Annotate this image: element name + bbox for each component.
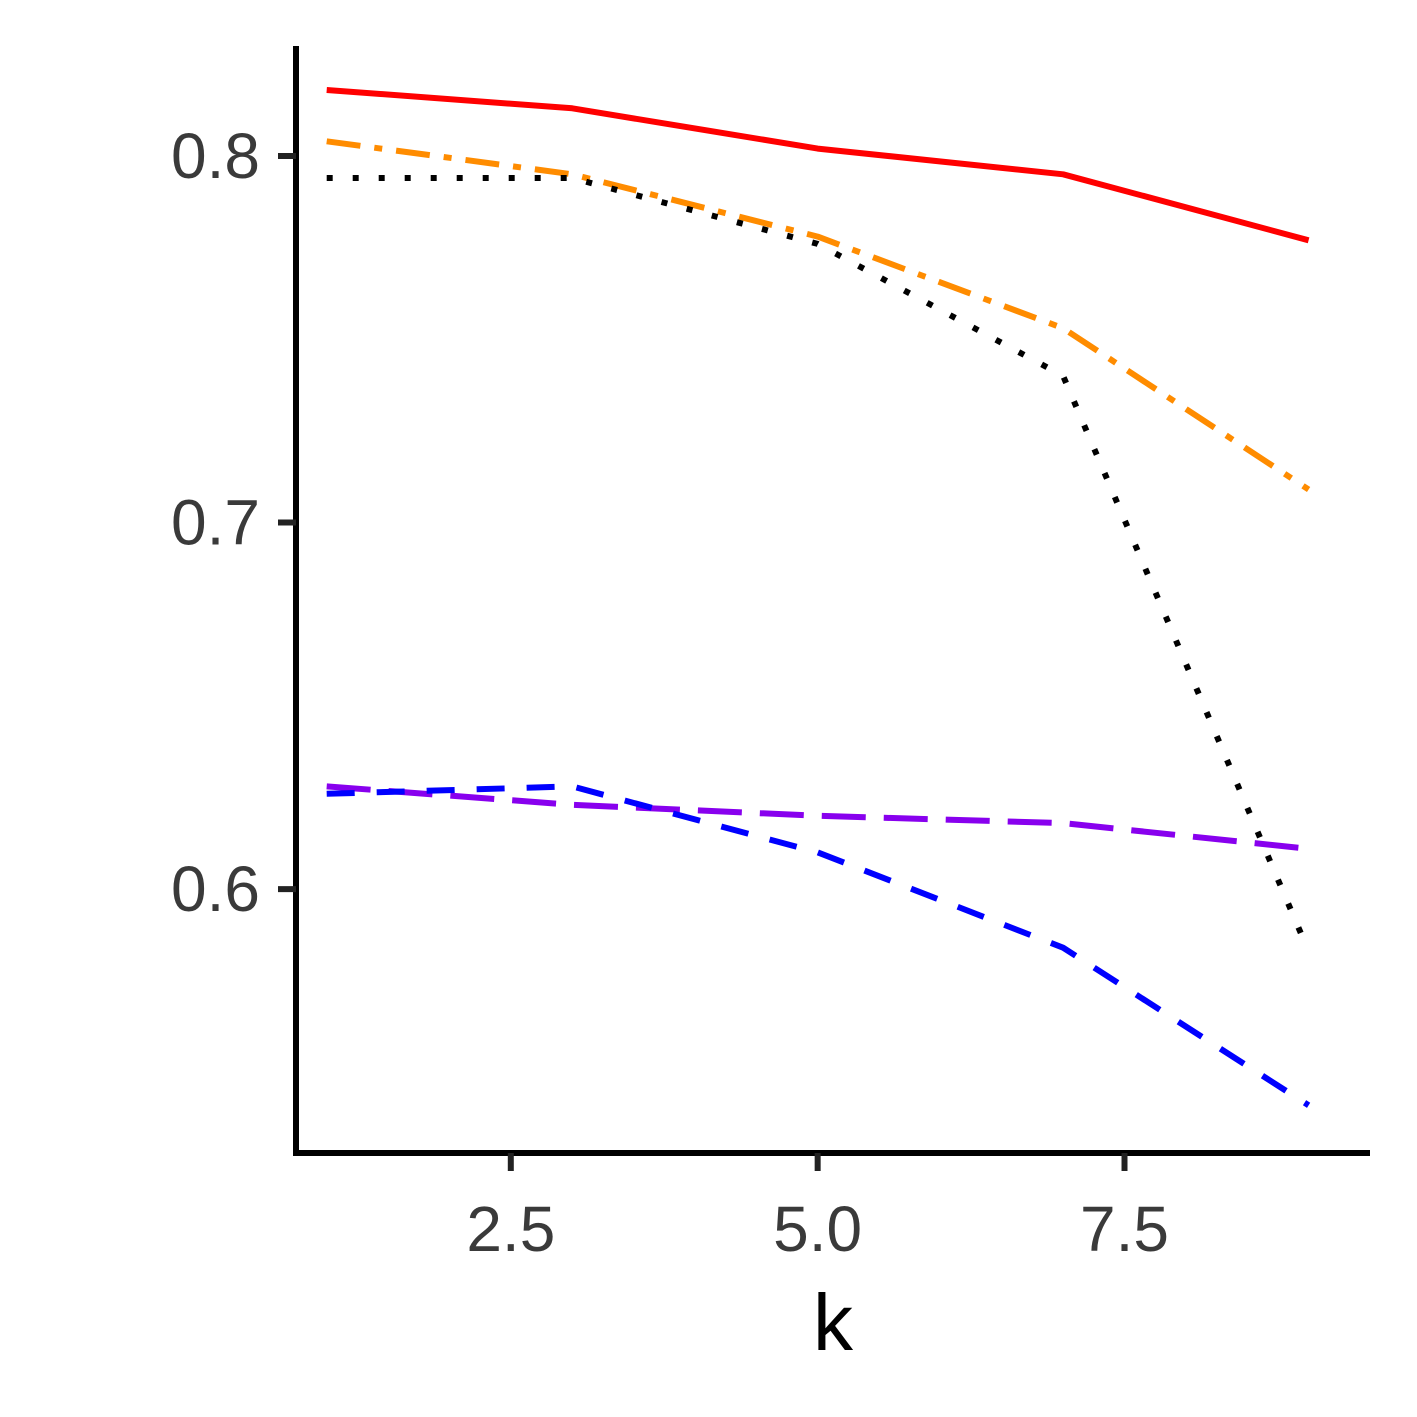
x-axis-ticks: 2.5 5.0 7.5	[466, 1153, 1169, 1265]
series-line-5	[326, 783, 1311, 1108]
series-line-1	[326, 87, 1310, 244]
series-line-4	[326, 783, 1309, 852]
series-line-3	[326, 175, 1312, 953]
x-axis-title: k	[813, 1278, 854, 1367]
x-tick-label: 7.5	[1080, 1193, 1169, 1265]
series-layer	[326, 87, 1312, 1108]
y-tick-label: 0.6	[171, 853, 260, 925]
y-tick-label: 0.8	[171, 120, 260, 192]
x-tick-label: 5.0	[773, 1193, 862, 1265]
y-tick-label: 0.7	[171, 487, 260, 559]
series-line-2	[326, 138, 1311, 493]
y-axis-ticks: 0.6 0.7 0.8	[171, 120, 296, 925]
x-tick-label: 2.5	[466, 1193, 555, 1265]
